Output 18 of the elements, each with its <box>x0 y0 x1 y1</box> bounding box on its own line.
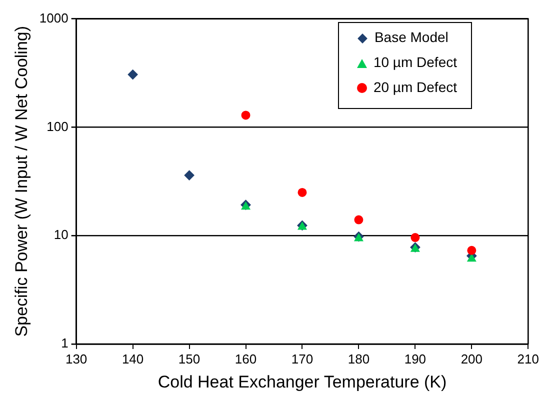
x-tick-label: 170 <box>291 351 314 366</box>
legend-label: 20 µm Defect <box>373 79 457 95</box>
x-tick-label: 130 <box>65 351 88 366</box>
y-tick-label: 1 <box>61 336 68 351</box>
x-tick-label: 160 <box>234 351 257 366</box>
y-axis-title: Specific Power (W Input / W Net Cooling) <box>12 26 31 337</box>
y-tick-label: 100 <box>46 118 68 134</box>
x-tick-label: 210 <box>517 351 540 366</box>
x-tick-label: 200 <box>460 351 483 366</box>
x-tick-label: 150 <box>178 351 200 366</box>
y-tick-label: 1000 <box>39 10 68 26</box>
x-axis-title: Cold Heat Exchanger Temperature (K) <box>158 372 447 392</box>
y-tick-label: 10 <box>54 227 68 242</box>
legend-label: 10 µm Defect <box>373 54 457 70</box>
legend-label: Base Model <box>374 29 448 45</box>
x-tick-label: 190 <box>404 351 426 366</box>
x-tick-label: 180 <box>348 351 370 366</box>
x-tick-label: 140 <box>122 351 144 366</box>
